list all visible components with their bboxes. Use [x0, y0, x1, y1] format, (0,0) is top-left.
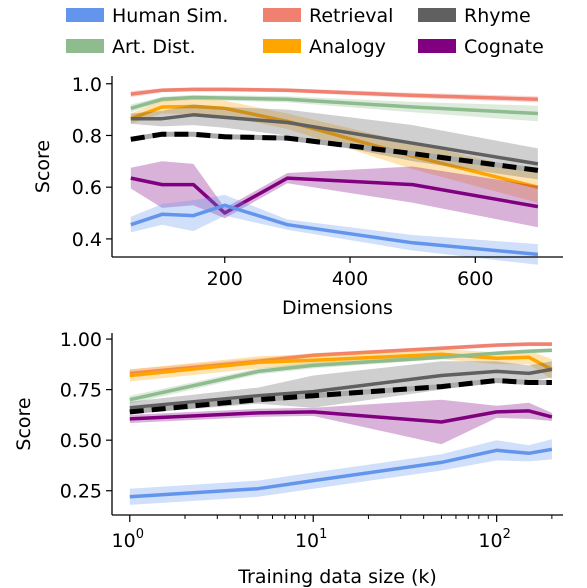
legend-swatch-retrieval [263, 8, 301, 22]
x-tick-label: 600 [457, 268, 493, 290]
y-tick-label: 0.4 [72, 229, 102, 251]
legend: Human Sim. Retrieval Rhyme Art. Dist. Analog… [66, 5, 544, 58]
legend-entry-rhyme: Rhyme [418, 5, 531, 27]
legend-label-analogy: Analogy [309, 36, 386, 58]
legend-label-retrieval: Retrieval [309, 5, 393, 27]
y-tick-label: 0.25 [60, 481, 102, 503]
legend-swatch-art-dist [66, 39, 104, 53]
legend-label-rhyme: Rhyme [464, 5, 531, 27]
legend-entry-human-sim: Human Sim. [66, 5, 228, 27]
series-average [130, 131, 539, 173]
series-retrieval [130, 87, 538, 103]
band-cognate [130, 161, 538, 228]
x-tick-label: 400 [332, 268, 368, 290]
band-analogy [130, 98, 538, 203]
x-tick-label: 100 [112, 527, 144, 552]
legend-entry-retrieval: Retrieval [263, 5, 393, 27]
legend-label-cognate: Cognate [464, 36, 544, 58]
series-cognate [129, 399, 553, 445]
x-tick-label: 101 [295, 527, 327, 552]
y-tick-label: 1.00 [60, 329, 102, 351]
x-axis-label: Dimensions [282, 297, 393, 319]
legend-entry-analogy: Analogy [263, 36, 386, 58]
legend-label-human-sim: Human Sim. [112, 5, 228, 27]
y-axis-label: Score [13, 397, 35, 450]
series-average [129, 377, 552, 415]
series-cognate [130, 161, 539, 228]
legend-swatch-analogy [263, 39, 301, 53]
series-art-dist [129, 348, 552, 404]
x-tick-label: 102 [478, 527, 510, 552]
legend-entry-art-dist: Art. Dist. [66, 36, 196, 58]
plot-training-size: 0.25 0.50 0.75 1.00 100 101 102 Training data s… [13, 329, 563, 588]
legend-label-art-dist: Art. Dist. [112, 36, 196, 58]
x-axis-label: Training data size (k) [237, 566, 437, 588]
legend-swatch-human-sim [66, 8, 104, 22]
legend-entry-cognate: Cognate [418, 36, 544, 58]
y-tick-label: 0.6 [72, 177, 102, 199]
series-human-sim [130, 194, 539, 265]
y-tick-label: 0.50 [60, 430, 102, 452]
plot-dimensions: 0.4 0.6 0.8 1.0 200 400 600 Dimensions Score [32, 74, 563, 319]
series-human-sim [129, 439, 553, 505]
y-tick-label: 1.0 [72, 74, 102, 96]
band-cognate [129, 399, 552, 445]
x-tick-label: 200 [207, 268, 243, 290]
y-axis-label: Score [32, 140, 54, 193]
legend-swatch-rhyme [418, 8, 456, 22]
series-art-dist [130, 94, 538, 122]
band-human-sim [129, 439, 552, 505]
legend-swatch-cognate [418, 39, 456, 53]
y-tick-label: 0.8 [72, 125, 102, 147]
y-tick-label: 0.75 [60, 380, 102, 402]
